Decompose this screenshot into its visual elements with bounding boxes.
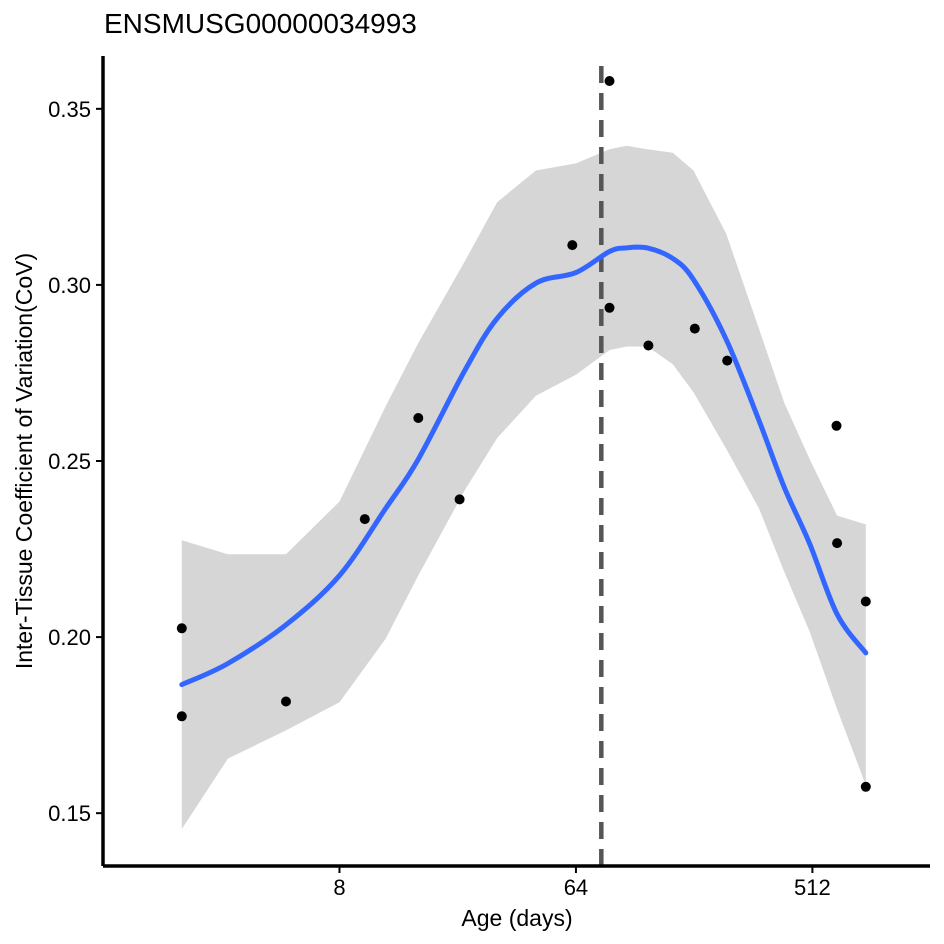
data-point: [454, 494, 465, 505]
x-axis-label: Age (days): [461, 905, 572, 931]
y-tick-label: 0.25: [48, 449, 91, 474]
data-point: [359, 514, 370, 525]
y-tick-label: 0.30: [48, 273, 91, 298]
data-point: [604, 302, 615, 313]
data-point: [860, 596, 871, 607]
smooth-line-layer: [179, 244, 869, 688]
data-point: [722, 355, 733, 366]
data-point: [604, 76, 615, 86]
y-tick-label: 0.35: [48, 97, 91, 122]
data-points-layer: [176, 76, 871, 792]
data-point: [281, 696, 291, 707]
x-tick-label: 512: [794, 875, 831, 900]
confidence-band-layer: [181, 145, 866, 830]
y-tick-label: 0.20: [48, 625, 91, 650]
data-point: [860, 781, 871, 792]
axes-layer: 0.15 0.20 0.25 0.30 0.35 8 64 512: [48, 56, 930, 900]
data-point: [689, 323, 700, 334]
x-tick-label: 8: [333, 875, 345, 900]
data-point: [831, 420, 842, 431]
data-point: [643, 340, 654, 351]
y-axis-label: Inter-Tissue Coefficient of Variation(Co…: [11, 253, 37, 669]
x-tick-label: 64: [564, 875, 588, 900]
data-point: [176, 623, 187, 634]
smooth-fit-line: [179, 244, 869, 688]
confidence-band: [181, 145, 866, 830]
data-point: [413, 413, 424, 423]
data-point: [832, 538, 843, 549]
y-tick-label: 0.15: [48, 801, 91, 826]
chart-title: ENSMUSG00000034993: [104, 8, 417, 39]
data-point: [567, 240, 578, 251]
data-point: [176, 711, 187, 722]
